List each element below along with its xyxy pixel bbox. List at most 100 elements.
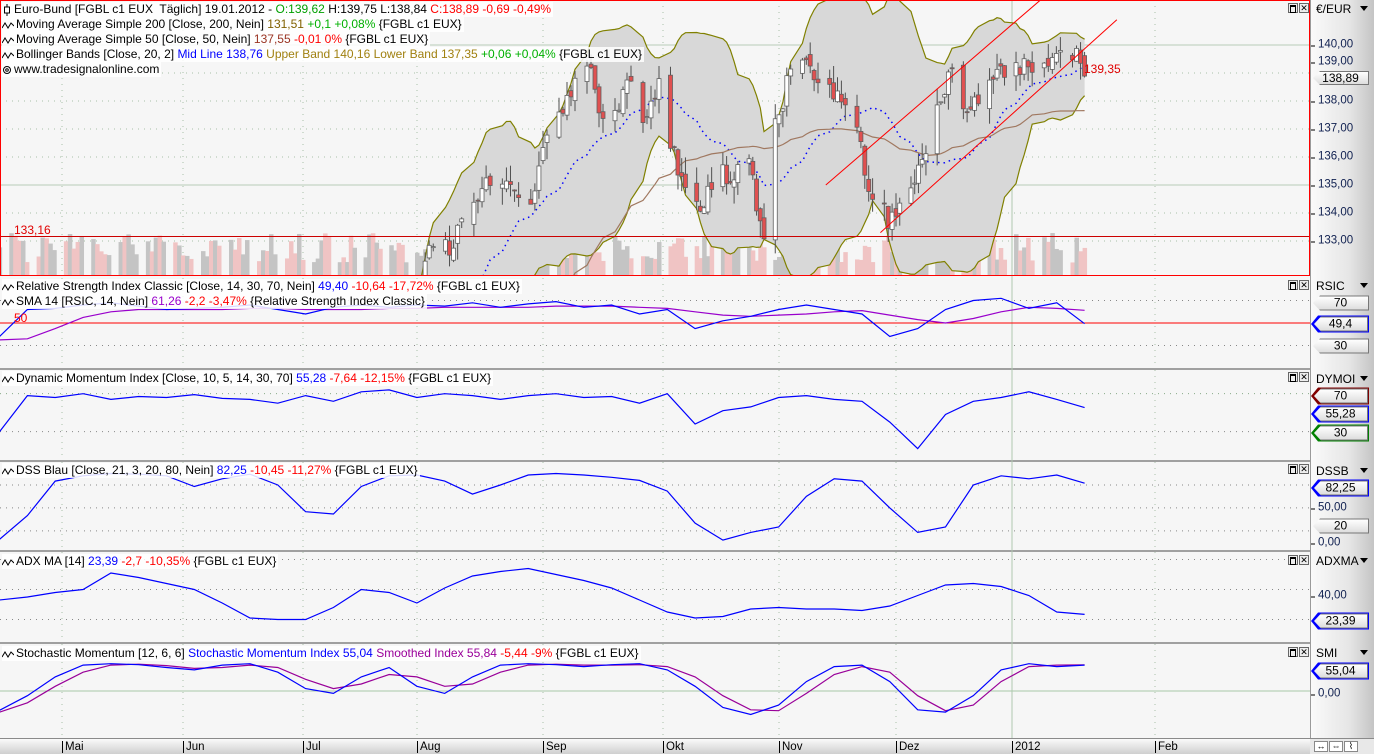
volume-bar [67,234,73,275]
time-axis-label: Jul [303,741,321,753]
axis-menu-icon[interactable] [1360,650,1368,655]
volume-bar [157,235,163,275]
maximize-pane-icon[interactable] [1288,464,1298,474]
candle [1053,53,1059,63]
candle [644,116,650,118]
volume-bar [683,256,688,275]
maximize-pane-icon[interactable] [1288,3,1298,13]
volume-bar [213,240,218,275]
candle [528,198,534,205]
volume-bar [657,242,662,275]
legend-text: DSS Blau [Close, 21, 3, 20, 80, Nein] [16,463,217,477]
volume-bar [724,243,730,275]
volume-bar [326,235,332,275]
candle [656,78,662,100]
close-pane-icon[interactable]: ✕ [1299,464,1309,474]
axis-menu-icon[interactable] [1360,468,1368,473]
smi-axis[interactable]: SMI 55,04 0,00 [1310,644,1374,738]
dymoi-axis[interactable]: DYMOI 70 55,28 30 [1310,370,1374,462]
pane-window-controls: ✕ [1288,3,1309,13]
legend-row[interactable]: Stochastic Momentum [12, 6, 6] Stochasti… [2,646,641,661]
candle [975,94,981,105]
maximize-pane-icon[interactable] [1288,372,1298,382]
volume-bar [323,233,328,275]
volume-bar [855,259,860,275]
candle [683,173,688,188]
candle [568,90,574,98]
rsi-axis[interactable]: RSIC 70 49,4 30 [1310,277,1374,370]
close-pane-icon[interactable]: ✕ [1299,647,1309,657]
candle [908,187,914,204]
rsi-value-tag: 49,4 [1314,316,1368,332]
legend-row[interactable]: ADX MA [14] 23,39 -2,7 -10,35% {FGBL c1 … [2,554,279,569]
legend-row[interactable]: Dynamic Momentum Index [Close, 10, 5, 14… [2,371,494,386]
legend-row[interactable]: SMA 14 [RSIC, 14, Nein] 61,26 -2,2 -3,47… [2,294,427,309]
adx-axis[interactable]: ADXMA 40,00 23,39 [1310,552,1374,644]
legend-row[interactable]: Euro-Bund [FGBL c1 EUX Täglich] 19.01.20… [2,2,554,17]
axis-menu-icon[interactable] [1360,376,1368,381]
volume-bar [573,242,578,275]
candle [994,68,1000,79]
volume-bar [52,250,57,275]
candle [671,146,677,149]
legend-text: H:139,75 L:138,84 [328,2,431,16]
candle [532,190,538,204]
time-axis-label: Feb [1155,741,1178,753]
volume-bar [370,233,376,275]
maximize-pane-icon[interactable] [1288,280,1298,290]
indicator-wave-icon [2,648,16,660]
candle [471,201,477,225]
scroll-left-right-icon[interactable]: ↔ [1314,741,1328,752]
candle [516,194,522,199]
price-axis[interactable]: €/EUR 140,00 139,00 138,00 137,00 136,00 135,… [1310,0,1374,277]
legend-row[interactable]: www.tradesignalonline.com [2,62,162,77]
smi-axis-label: 0,00 [1310,687,1341,700]
dssb-axis-title: DSSB [1316,464,1349,478]
maximize-pane-icon[interactable] [1288,647,1298,657]
candle [620,89,626,115]
candle [536,165,542,191]
close-pane-icon[interactable]: ✕ [1299,372,1309,382]
chart-plot-area[interactable]: 133,16 139,35 50 [0,0,1310,738]
volume-bar [720,237,726,275]
dssb-axis[interactable]: DSSB 82,25 50,00 20 0,00 [1310,462,1374,552]
close-pane-icon[interactable]: ✕ [1299,555,1309,565]
volume-bar [597,252,602,275]
candle [754,178,759,212]
legend-text: Moving Average Simple 200 [Close, 200, N… [16,17,268,31]
volume-bar [237,238,242,275]
candle [451,247,456,261]
legend-row[interactable]: Moving Average Simple 50 [Close, 50, Nei… [2,32,431,47]
close-pane-icon[interactable]: ✕ [1299,280,1309,290]
volume-bar [95,244,100,275]
axis-menu-icon[interactable] [1360,6,1368,11]
dssb-pane-legend: DSS Blau [Close, 21, 3, 20, 80, Nein] 82… [2,463,420,478]
axis-menu-icon[interactable] [1360,558,1368,563]
legend-row[interactable]: Bollinger Bands [Close, 20, 2] Mid Line … [2,47,645,62]
maximize-pane-icon[interactable] [1288,555,1298,565]
volume-bar [205,256,210,275]
volume-bar [675,238,681,275]
candle [746,158,752,164]
axis-menu-icon[interactable] [1360,283,1368,288]
volume-bar [1046,241,1051,275]
legend-row[interactable]: DSS Blau [Close, 21, 3, 20, 80, Nein] 82… [2,463,420,478]
legend-row[interactable]: Moving Average Simple 200 [Close, 200, N… [2,17,464,32]
candle [842,98,848,106]
volume-bar [185,255,190,275]
chart-type-icon[interactable]: ⌇ [1344,741,1358,752]
indicator-wave-icon [2,465,16,477]
price-axis-label: 135,00 [1310,178,1354,191]
legend-text: -7,64 -12,15% [329,371,409,385]
candle [596,86,602,114]
legend-row[interactable]: Relative Strength Index Classic [Close, … [2,279,522,294]
close-pane-icon[interactable]: ✕ [1299,3,1309,13]
zoom-horizontal-icon[interactable]: ⇔ [1329,741,1343,752]
volume-bar [177,245,182,275]
candle [870,193,875,200]
legend-text: {FGBL c1 EUX} [436,279,520,293]
legend-text: C:138,89 -0,69 -0,49% [430,2,552,16]
current-price-tag: 138,89 [1313,71,1369,85]
time-axis[interactable]: Mai Jun Jul Aug Sep Okt Nov Dez 2012 Feb [0,738,1310,754]
candle [827,77,833,85]
